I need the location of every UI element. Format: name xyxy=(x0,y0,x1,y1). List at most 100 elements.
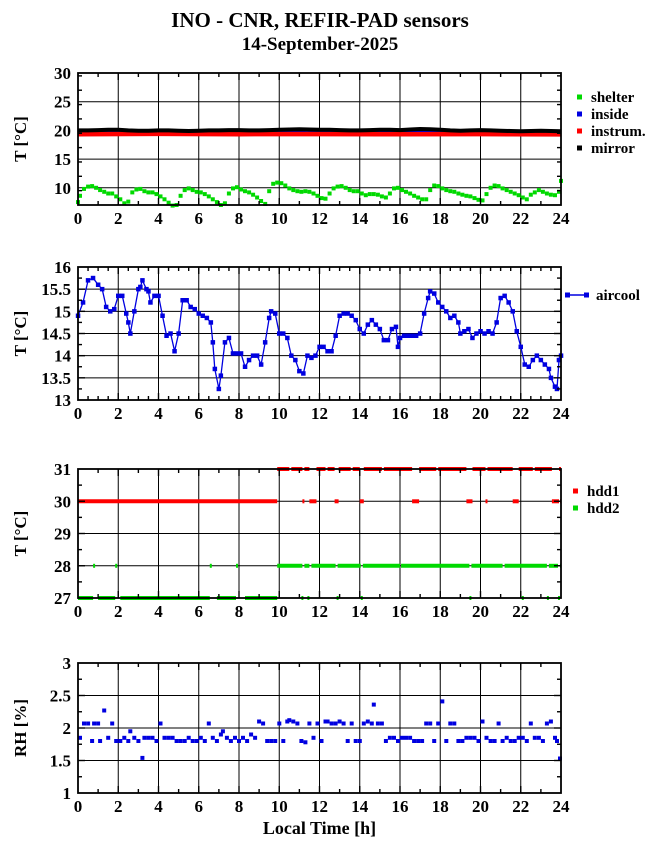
svg-text:14: 14 xyxy=(351,602,369,621)
svg-text:20: 20 xyxy=(54,121,71,140)
svg-text:6: 6 xyxy=(195,602,204,621)
svg-text:20: 20 xyxy=(472,404,489,423)
svg-text:4: 4 xyxy=(154,797,163,816)
svg-text:14: 14 xyxy=(351,404,369,423)
svg-text:29: 29 xyxy=(54,525,71,544)
grid xyxy=(78,469,561,598)
svg-text:2: 2 xyxy=(114,404,123,423)
svg-text:16: 16 xyxy=(392,602,409,621)
svg-text:31: 31 xyxy=(54,460,71,479)
svg-text:8: 8 xyxy=(235,797,244,816)
legend-item-shelter: shelter xyxy=(577,90,635,106)
svg-text:4: 4 xyxy=(154,404,163,423)
page-title: INO - CNR, REFIR-PAD sensors xyxy=(171,8,469,32)
svg-text:22: 22 xyxy=(512,797,529,816)
svg-text:0: 0 xyxy=(74,209,83,228)
svg-text:28: 28 xyxy=(54,557,71,576)
svg-text:14: 14 xyxy=(351,797,369,816)
svg-text:25: 25 xyxy=(54,93,71,112)
svg-text:14: 14 xyxy=(54,347,72,366)
y-axis-label: T [°C] xyxy=(11,511,30,557)
svg-text:instrum.: instrum. xyxy=(591,124,646,140)
svg-text:1.5: 1.5 xyxy=(50,752,71,771)
svg-text:1: 1 xyxy=(63,784,72,803)
svg-text:12: 12 xyxy=(311,209,328,228)
svg-text:inside: inside xyxy=(591,107,629,123)
svg-text:24: 24 xyxy=(553,797,571,816)
page-subtitle: 14-September-2025 xyxy=(241,34,399,55)
svg-text:12: 12 xyxy=(311,404,328,423)
svg-text:14: 14 xyxy=(351,209,369,228)
svg-text:20: 20 xyxy=(472,797,489,816)
svg-text:2.5: 2.5 xyxy=(50,687,71,706)
svg-text:20: 20 xyxy=(472,602,489,621)
y-axis-label: RH [%] xyxy=(11,699,30,757)
svg-text:24: 24 xyxy=(553,209,571,228)
svg-text:6: 6 xyxy=(195,404,204,423)
svg-text:15.5: 15.5 xyxy=(41,280,71,299)
legend-item-inside: inside xyxy=(577,107,629,123)
svg-text:12: 12 xyxy=(311,797,328,816)
svg-text:24: 24 xyxy=(553,602,571,621)
svg-text:aircool: aircool xyxy=(596,288,640,304)
svg-text:12: 12 xyxy=(311,602,328,621)
legend-item-aircool: aircool xyxy=(565,288,640,304)
grid xyxy=(78,73,561,205)
svg-text:hdd2: hdd2 xyxy=(587,501,620,517)
svg-text:20: 20 xyxy=(472,209,489,228)
svg-text:10: 10 xyxy=(271,797,288,816)
axes xyxy=(77,468,562,599)
svg-text:10: 10 xyxy=(271,404,288,423)
svg-text:18: 18 xyxy=(432,797,449,816)
svg-text:3: 3 xyxy=(63,654,72,673)
svg-text:30: 30 xyxy=(54,64,71,83)
svg-text:mirror: mirror xyxy=(591,141,635,157)
svg-text:16: 16 xyxy=(392,404,409,423)
svg-text:10: 10 xyxy=(271,209,288,228)
svg-text:16: 16 xyxy=(392,797,409,816)
svg-text:0: 0 xyxy=(74,797,83,816)
svg-text:0: 0 xyxy=(74,404,83,423)
series-rh xyxy=(78,699,562,761)
svg-text:6: 6 xyxy=(195,209,204,228)
svg-text:14.5: 14.5 xyxy=(41,325,71,344)
svg-text:2: 2 xyxy=(114,797,123,816)
svg-text:10: 10 xyxy=(271,602,288,621)
tick-labels: 0 2 4 6 8 10 12 14 16 18 20 22 241313.51414.51515.51… xyxy=(41,258,570,423)
svg-text:13: 13 xyxy=(54,391,71,410)
svg-text:22: 22 xyxy=(512,602,529,621)
series-mirror xyxy=(78,126,562,134)
series-instrum. xyxy=(77,131,562,137)
svg-text:24: 24 xyxy=(553,404,571,423)
series-aircool xyxy=(75,275,564,392)
svg-text:2: 2 xyxy=(114,602,123,621)
y-axis-label: T [°C] xyxy=(11,116,30,162)
svg-text:shelter: shelter xyxy=(591,90,635,106)
svg-text:hdd1: hdd1 xyxy=(587,484,620,500)
svg-text:16: 16 xyxy=(54,258,71,277)
plot-2: 0 2 4 6 8 10 12 14 16 18 20 22 241313.51414.51515.51… xyxy=(11,258,640,423)
svg-text:16: 16 xyxy=(392,209,409,228)
svg-text:18: 18 xyxy=(432,209,449,228)
svg-text:8: 8 xyxy=(235,602,244,621)
svg-text:13.5: 13.5 xyxy=(41,369,71,388)
svg-text:10: 10 xyxy=(54,179,71,198)
axes xyxy=(77,266,562,401)
x-axis-label: Local Time [h] xyxy=(263,818,376,838)
svg-text:22: 22 xyxy=(512,209,529,228)
svg-text:18: 18 xyxy=(432,404,449,423)
svg-text:0: 0 xyxy=(74,602,83,621)
svg-text:2: 2 xyxy=(63,719,72,738)
svg-text:15: 15 xyxy=(54,302,71,321)
svg-text:30: 30 xyxy=(54,492,71,511)
y-axis-label: T [°C] xyxy=(11,311,30,357)
svg-text:27: 27 xyxy=(54,589,72,608)
svg-text:22: 22 xyxy=(512,404,529,423)
